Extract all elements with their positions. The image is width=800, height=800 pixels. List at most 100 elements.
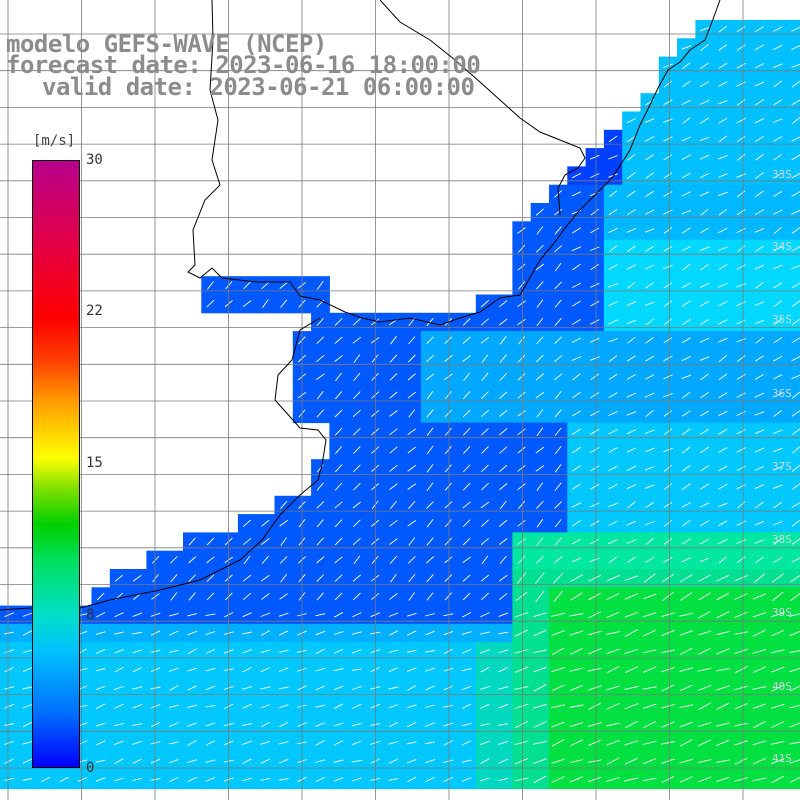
wave-arrow [551, 667, 565, 673]
wave-arrow [682, 62, 691, 70]
wave-arrow [461, 759, 472, 763]
wave-cell [786, 587, 800, 607]
wave-arrow [388, 758, 399, 764]
wave-arrow [461, 612, 472, 618]
wave-arrow [352, 482, 361, 491]
wave-arrow [608, 264, 618, 270]
wave-arrow [736, 44, 746, 51]
wave-arrow [624, 740, 639, 746]
wave-arrow [533, 721, 547, 728]
wave-arrow [4, 777, 15, 782]
wave-arrow [734, 611, 748, 618]
wave-arrow [315, 704, 326, 708]
wave-arrow [624, 720, 638, 729]
wave-arrow [535, 244, 544, 253]
wave-arrow [624, 611, 639, 618]
wave-arrow [606, 757, 620, 765]
wave-arrow [479, 722, 490, 727]
wave-arrow [481, 391, 489, 400]
wave-arrow [333, 703, 344, 710]
wave-arrow [554, 245, 563, 253]
wave-arrow [242, 686, 253, 690]
wave-arrow [479, 631, 490, 635]
wave-arrow [773, 410, 782, 417]
wave-arrow [608, 483, 618, 490]
wave-arrow [663, 118, 673, 123]
wave-arrow [663, 172, 673, 179]
wave-arrow [444, 464, 452, 473]
wave-arrow [663, 392, 673, 398]
wave-arrow [773, 26, 783, 32]
wave-arrow [755, 172, 764, 179]
wave-arrow [771, 721, 785, 728]
wave-arrow [699, 26, 710, 32]
wave-arrow [315, 648, 325, 655]
wave-arrow [700, 465, 709, 472]
wave-arrow [279, 281, 288, 289]
wave-arrow [498, 574, 508, 582]
wave-arrow [279, 630, 289, 636]
wave-cell [786, 459, 800, 478]
wave-arrow [606, 722, 620, 727]
wave-arrow [663, 282, 673, 289]
wave-arrow [754, 63, 765, 69]
wave-arrow [755, 281, 764, 289]
wave-arrow [608, 190, 618, 198]
wave-arrow [663, 227, 673, 234]
wave-arrow [663, 300, 673, 308]
wave-arrow [644, 466, 655, 471]
wave-arrow [242, 631, 252, 635]
wave-arrow [517, 244, 526, 253]
wave-arrow [699, 154, 710, 160]
wave-arrow [663, 410, 673, 417]
wave-arrow [608, 373, 618, 380]
wave-arrow [679, 758, 694, 764]
wave-arrow [535, 208, 544, 216]
wave-arrow [334, 482, 343, 491]
wave-arrow [444, 519, 452, 528]
wave-arrow [626, 355, 636, 362]
wave-arrow [608, 227, 618, 234]
wave-arrow [554, 464, 562, 473]
wave-arrow [334, 574, 343, 582]
wave-arrow [608, 209, 618, 216]
wave-arrow [699, 319, 710, 325]
wave-arrow [572, 483, 581, 490]
wave-arrow [425, 759, 435, 764]
wave-arrow [515, 629, 529, 637]
wave-arrow [260, 686, 271, 690]
wave-arrow [499, 300, 508, 308]
wave-arrow [754, 465, 765, 471]
wave-arrow [645, 245, 655, 252]
wave-arrow [4, 612, 14, 618]
wave-arrow [700, 263, 709, 271]
wave-arrow [571, 246, 582, 252]
wave-arrow [773, 190, 783, 197]
coastline-south [0, 317, 327, 611]
wave-arrow [590, 208, 599, 216]
wave-arrow [590, 263, 600, 271]
wave-arrow [461, 668, 472, 672]
wave-arrow [570, 574, 583, 582]
wave-arrow [754, 135, 764, 142]
wave-arrow [480, 574, 490, 582]
wave-arrow [533, 758, 547, 764]
wave-arrow [316, 556, 325, 564]
wave-arrow [242, 574, 252, 582]
wave-arrow [773, 337, 783, 344]
wave-arrow [150, 612, 161, 617]
wave-arrow [661, 649, 675, 654]
wave-arrow [572, 373, 581, 381]
wave-arrow [95, 685, 106, 691]
wave-arrow [736, 245, 746, 253]
wave-arrow [352, 592, 361, 601]
wave-arrow [480, 686, 490, 690]
wave-arrow [791, 265, 800, 270]
wave-arrow [334, 592, 343, 601]
wave-arrow [734, 666, 748, 674]
wave-arrow [681, 337, 691, 344]
wave-arrow [408, 500, 416, 509]
wave-arrow [444, 355, 453, 363]
wave-arrow [278, 612, 289, 617]
wave-arrow [663, 464, 673, 472]
